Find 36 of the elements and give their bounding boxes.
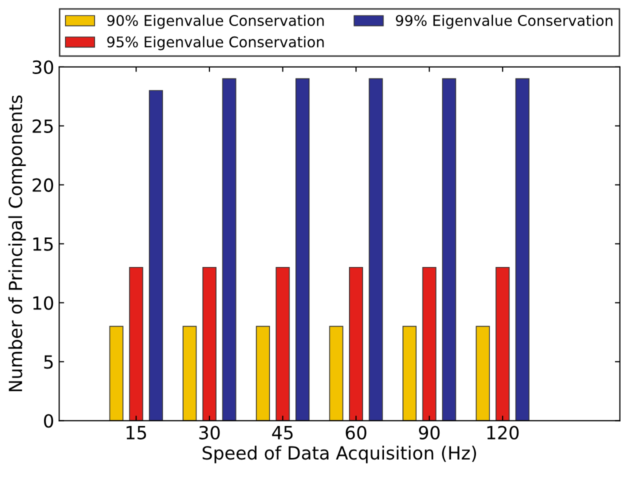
legend-label: 99% Eigenvalue Conservation — [396, 14, 612, 29]
bar — [276, 266, 290, 421]
bar — [515, 78, 530, 421]
bar — [222, 78, 236, 421]
x-tick-label: 90 — [418, 426, 440, 440]
bar — [422, 266, 436, 421]
x-axis-title: Speed of Data Acquisition (Hz) — [202, 446, 476, 464]
bar — [349, 266, 364, 421]
bar — [368, 78, 383, 421]
y-tick-label: 0 — [44, 414, 54, 428]
legend-label: 95% Eigenvalue Conservation — [107, 36, 324, 50]
x-tick-label: 15 — [126, 426, 146, 440]
legend-label: 90% Eigenvalue Conservation — [107, 14, 324, 29]
bar — [496, 266, 510, 421]
bar — [329, 326, 344, 421]
x-tick-label: 30 — [199, 426, 220, 440]
bar — [148, 90, 163, 421]
y-tick-label: 10 — [33, 296, 54, 310]
bar — [129, 266, 144, 421]
bar — [476, 326, 490, 421]
bar — [442, 78, 456, 421]
bar — [402, 326, 417, 421]
y-axis-title: Number of Principal Components — [8, 96, 26, 392]
y-tick-label: 25 — [32, 119, 53, 133]
bar — [296, 78, 310, 421]
bar — [202, 266, 216, 421]
y-tick-label: 30 — [32, 60, 54, 74]
bar — [109, 326, 124, 421]
x-tick-label: 45 — [272, 426, 293, 440]
x-tick-label: 60 — [346, 426, 366, 440]
bar — [256, 326, 270, 421]
y-tick-label: 5 — [44, 355, 53, 369]
y-tick-label: 15 — [33, 237, 53, 251]
bar — [182, 326, 197, 421]
y-tick-label: 20 — [32, 178, 54, 192]
x-tick-label: 120 — [487, 426, 519, 440]
